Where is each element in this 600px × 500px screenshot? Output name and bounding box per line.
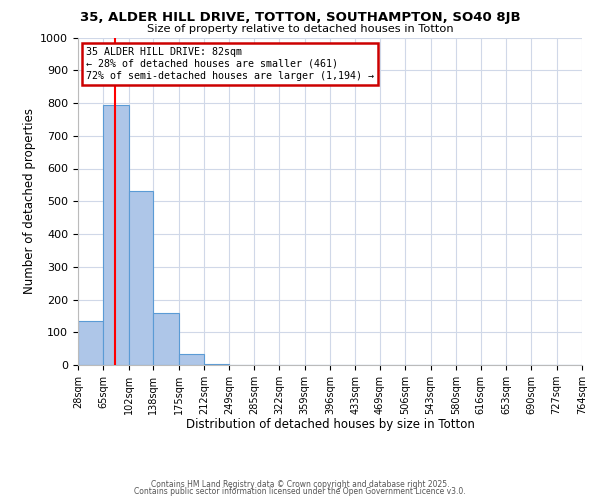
Y-axis label: Number of detached properties: Number of detached properties bbox=[23, 108, 36, 294]
Bar bbox=[204, 364, 229, 365]
Bar bbox=[78, 321, 103, 365]
Text: Size of property relative to detached houses in Totton: Size of property relative to detached ho… bbox=[146, 24, 454, 34]
Text: Contains HM Land Registry data © Crown copyright and database right 2025.: Contains HM Land Registry data © Crown c… bbox=[151, 480, 449, 489]
Bar bbox=[154, 312, 179, 365]
Bar bbox=[128, 192, 154, 365]
Text: Contains public sector information licensed under the Open Government Licence v3: Contains public sector information licen… bbox=[134, 487, 466, 496]
Text: 35, ALDER HILL DRIVE, TOTTON, SOUTHAMPTON, SO40 8JB: 35, ALDER HILL DRIVE, TOTTON, SOUTHAMPTO… bbox=[80, 11, 520, 24]
Text: 35 ALDER HILL DRIVE: 82sqm
← 28% of detached houses are smaller (461)
72% of sem: 35 ALDER HILL DRIVE: 82sqm ← 28% of deta… bbox=[86, 48, 374, 80]
Bar bbox=[179, 354, 204, 365]
Bar bbox=[103, 104, 128, 365]
X-axis label: Distribution of detached houses by size in Totton: Distribution of detached houses by size … bbox=[185, 418, 475, 432]
